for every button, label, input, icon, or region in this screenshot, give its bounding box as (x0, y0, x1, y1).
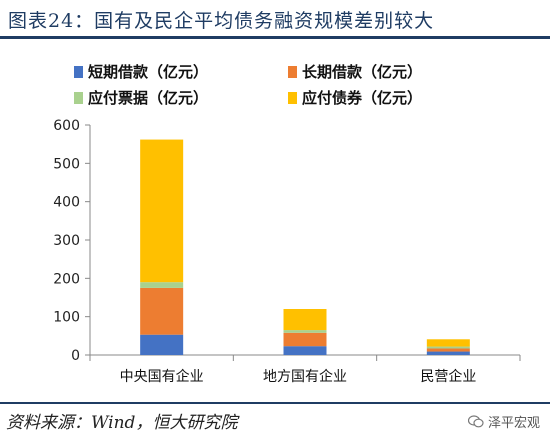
legend-swatch (288, 66, 297, 78)
legend-swatch (74, 66, 83, 78)
legend-label: 长期借款（亿元） (302, 63, 422, 81)
watermark-text: 泽平宏观 (487, 416, 540, 431)
bar-segment (140, 287, 184, 335)
axes: 0 100 200 300 400 500 600 中央国有企业 地方国有企业 民营企业 (53, 118, 521, 385)
footer-rule (0, 402, 550, 404)
legend-label: 应付债券（亿元） (302, 89, 422, 107)
title-rule (0, 36, 550, 39)
bar-segment (283, 346, 327, 355)
y-tick-label: 0 (71, 348, 80, 364)
y-tick-label: 500 (53, 156, 80, 172)
y-tick-label: 600 (53, 118, 80, 134)
legend-swatch (74, 92, 83, 104)
chart-title: 图表24：国有及民企平均债务融资规模差别较大 (8, 10, 435, 32)
y-tick-label: 200 (53, 271, 80, 287)
stacked-bar-chart: 短期借款（亿元） 长期借款（亿元） 应付票据（亿元） 应付债券（亿元） 0 100 200… (53, 63, 521, 385)
legend: 短期借款（亿元） 长期借款（亿元） 应付票据（亿元） 应付债券（亿元） (74, 63, 422, 107)
bar-segment (283, 330, 327, 333)
bar-segment (140, 139, 184, 283)
wechat-icon (467, 415, 484, 428)
legend-swatch (288, 92, 297, 104)
bar-segment (426, 351, 470, 355)
bar-segment (140, 334, 184, 355)
y-tick-label: 100 (53, 310, 80, 326)
y-tick-label: 300 (53, 233, 80, 249)
bar-segment (140, 282, 184, 288)
y-tick-label: 400 (53, 195, 80, 211)
bar-segment (426, 339, 470, 347)
x-tick-label: 中央国有企业 (120, 368, 204, 385)
bar-segment (283, 332, 327, 347)
legend-label: 应付票据（亿元） (88, 89, 208, 107)
bars (140, 139, 470, 355)
watermark: 泽平宏观 (467, 412, 540, 431)
x-tick-label: 民营企业 (420, 368, 476, 385)
legend-label: 短期借款（亿元） (88, 63, 208, 81)
bar-segment (283, 309, 327, 331)
x-tick-label: 地方国有企业 (263, 368, 347, 385)
bar-segment (426, 348, 470, 352)
source-note: 资料来源：Wind，恒大研究院 (6, 413, 238, 433)
bar-segment (426, 346, 470, 349)
